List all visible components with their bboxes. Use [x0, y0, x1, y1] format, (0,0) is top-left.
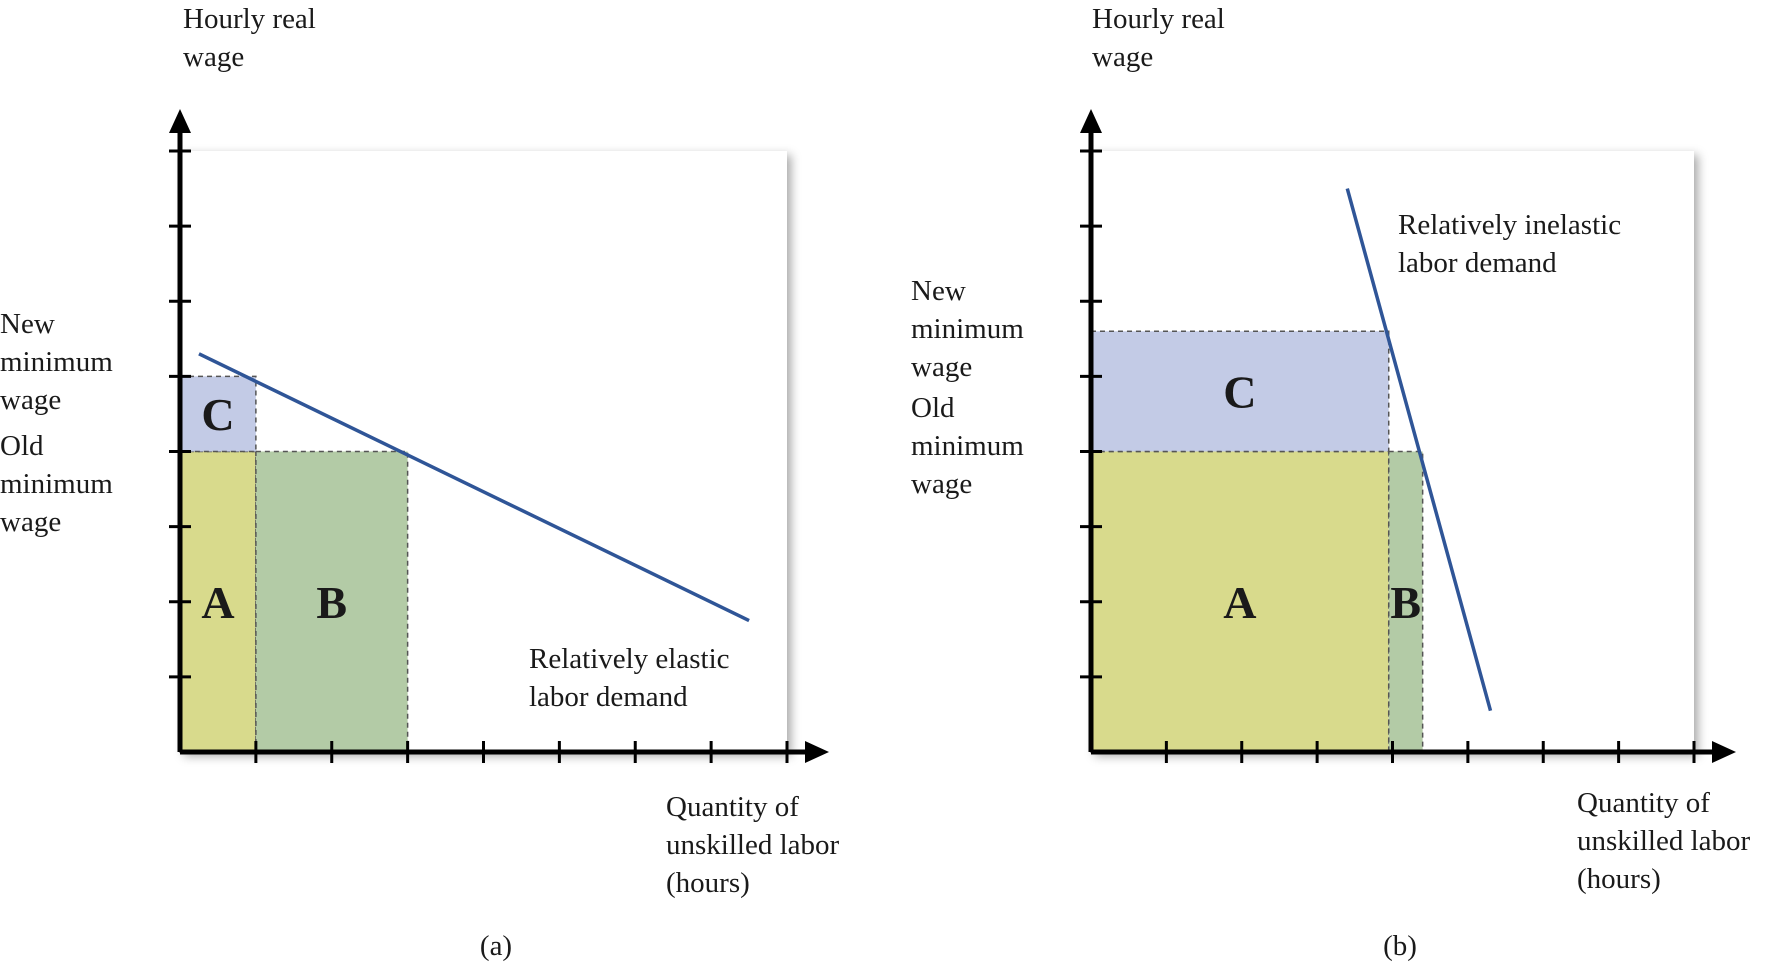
panel-a-region-b: [255, 450, 409, 753]
panel-a: A B C Hourly real wage Quantity of unskilled l…: [0, 3, 840, 962]
panel-a-old-min-wage-label: Old minimum wage: [0, 430, 113, 538]
panel-a-y-axis-arrow: [169, 109, 191, 133]
panel-a-x-axis-label: Quantity of unskilled labor (hours): [666, 791, 840, 899]
panel-b-new-min-wage-label: New minimum wage: [911, 275, 1024, 383]
panel-b-region-label-c: C: [1223, 366, 1256, 417]
panel-b-region-b: [1387, 450, 1424, 753]
panel-a-region-label-c: C: [201, 389, 234, 440]
panel-b-x-axis-label: Quantity of unskilled labor (hours): [1577, 787, 1751, 895]
panel-b-region-a: [1090, 450, 1390, 753]
panel-a-x-axis-arrow: [805, 741, 829, 763]
panel-a-new-min-wage-label: New minimum wage: [0, 308, 113, 416]
panel-b-panel-label: (b): [1383, 930, 1417, 962]
panel-b-region-label-b: B: [1390, 577, 1421, 628]
panel-a-demand-label: Relatively elastic labor demand: [529, 643, 730, 713]
panel-a-region-a: [179, 450, 257, 753]
panel-b-x-axis-arrow: [1712, 741, 1736, 763]
panel-a-region-label-a: A: [201, 577, 234, 628]
panel-a-demand-curve: [198, 352, 750, 623]
panel-a-panel-label: (a): [480, 930, 512, 962]
panel-b-region-c: [1090, 330, 1390, 453]
panel-b-y-axis-label: Hourly real wage: [1092, 3, 1225, 73]
panel-a-region-label-b: B: [316, 577, 347, 628]
panel-b-old-min-wage-label: Old minimum wage: [911, 392, 1024, 500]
panel-b: A B C Hourly real wage Quantity of unskilled l…: [911, 3, 1751, 962]
panel-b-demand-curve: [1345, 188, 1493, 712]
panel-b-y-axis-arrow: [1080, 109, 1102, 133]
panel-b-demand-label: Relatively inelastic labor demand: [1398, 209, 1621, 279]
panel-b-region-label-a: A: [1223, 577, 1256, 628]
panel-a-y-axis-label: Hourly real wage: [183, 3, 316, 73]
